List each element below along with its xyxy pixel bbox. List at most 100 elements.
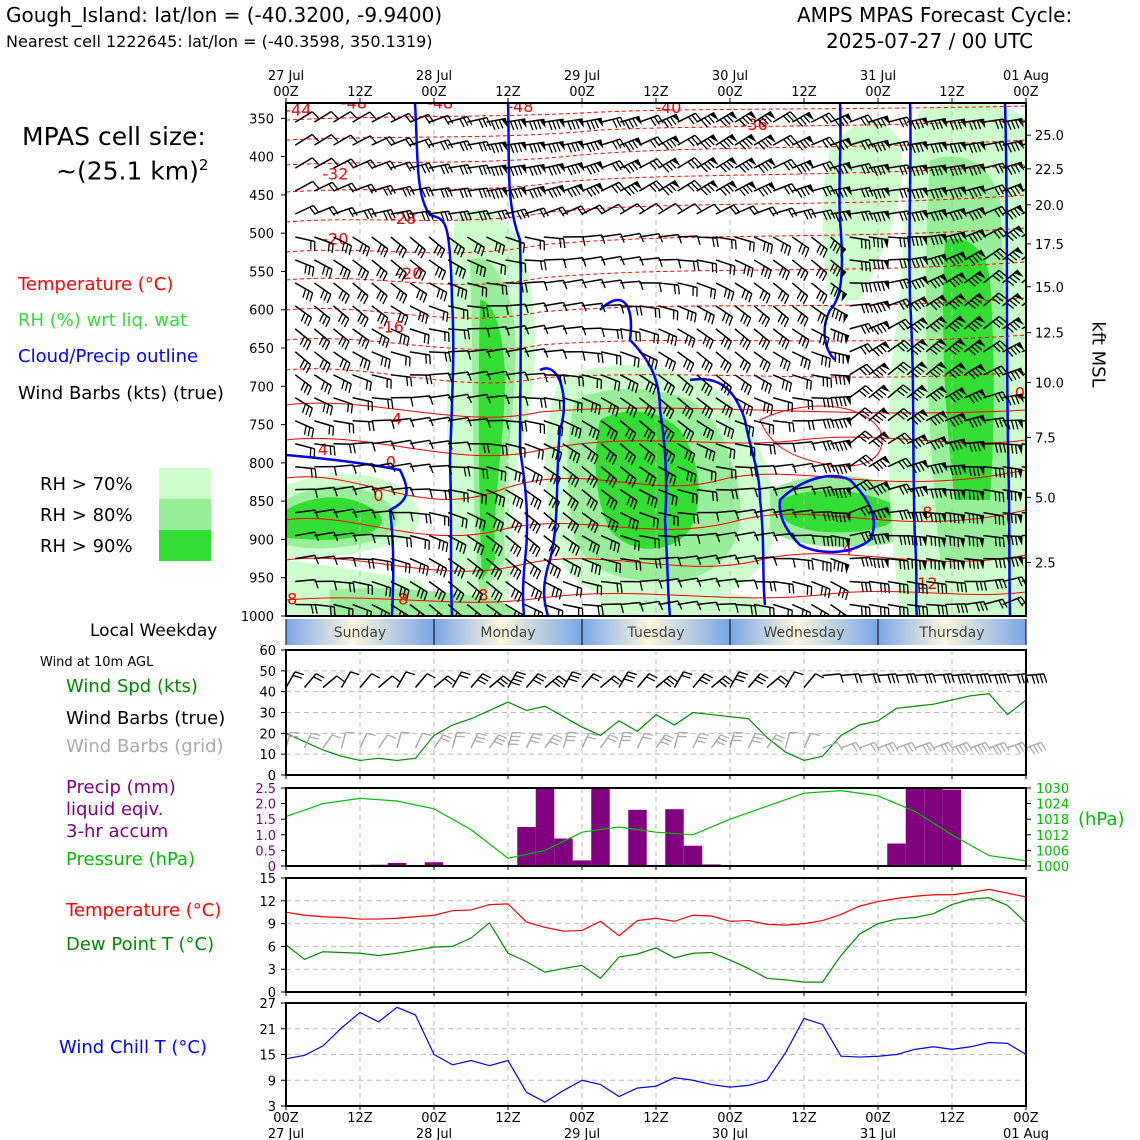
- wind-barb: [371, 603, 390, 615]
- wind-barb-feather: [932, 345, 941, 353]
- wind-barb-feather: [915, 236, 919, 246]
- wind-barb-feather: [498, 142, 504, 153]
- wind-barb-feather: [378, 334, 383, 344]
- wind-barb-flag: [921, 560, 927, 571]
- wind-barb: [451, 732, 458, 749]
- wind-barb-feather: [311, 134, 320, 142]
- wind-barb: [486, 282, 507, 287]
- wind-barb: [772, 111, 791, 123]
- wind-barb: [983, 118, 1004, 123]
- wind-barb: [600, 203, 619, 215]
- wind-barb-feather: [834, 442, 840, 452]
- wind-barb-feather: [762, 402, 766, 412]
- wind-barb-feather: [911, 512, 915, 522]
- wind-barb-feather: [592, 502, 599, 511]
- wind-barb-feather: [754, 605, 757, 615]
- wind-barb-feather: [911, 120, 917, 130]
- wind-barb-feather: [586, 497, 592, 506]
- wind-barb-feather: [314, 531, 320, 541]
- wind-barb-feather: [906, 278, 912, 288]
- wind-barb-feather: [754, 555, 759, 565]
- wind-barb: [303, 733, 312, 749]
- wind-barb-feather: [663, 428, 669, 437]
- wind-barb: [562, 183, 582, 192]
- wind-barb: [489, 675, 504, 689]
- wind-barb: [485, 603, 504, 616]
- wind-barb-feather: [535, 548, 541, 557]
- wind-barb-feather: [755, 732, 765, 737]
- wind-barb-feather: [410, 487, 415, 497]
- wind-barb-feather: [948, 348, 957, 355]
- wind-barb-feather: [811, 486, 817, 496]
- wind-barb: [581, 420, 600, 432]
- wind-barb-feather: [1006, 349, 1014, 357]
- wind-barb-feather: [968, 234, 975, 244]
- wind-barb: [849, 603, 870, 609]
- wind-barb-feather: [662, 737, 672, 743]
- wind-barb-feather: [1006, 673, 1011, 683]
- wind-barb: [371, 136, 391, 146]
- wind-barb: [877, 673, 896, 677]
- wind-barb-feather: [930, 144, 935, 154]
- temperature-line: [285, 888, 1027, 937]
- wind-barb-feather: [1006, 444, 1010, 454]
- wind-barb-feather: [350, 671, 360, 676]
- wind-barb-flag: [728, 111, 738, 120]
- wind-barb-feather: [994, 467, 998, 478]
- wind-barb-feather: [907, 509, 912, 519]
- wind-barb-feather: [833, 560, 836, 570]
- wind-barb-feather: [690, 311, 694, 322]
- wind-barb-feather: [357, 313, 363, 323]
- wind-barb-feather: [1040, 183, 1046, 190]
- wind-barb-feather: [723, 117, 731, 125]
- wind-barb: [505, 347, 526, 353]
- wind-barb-feather: [647, 407, 653, 417]
- wind-barb-feather: [615, 407, 620, 417]
- wind-barb-feather: [860, 582, 864, 592]
- wind-barb-feather: [826, 186, 832, 196]
- y-tick-label: 30: [259, 707, 276, 722]
- wind-barb-flag: [844, 563, 850, 574]
- wind-barb-feather: [517, 188, 523, 198]
- wind-barb: [945, 118, 966, 123]
- wind-barb-feather: [494, 166, 500, 176]
- wind-barb-feather: [899, 364, 908, 371]
- wind-barb-feather: [907, 210, 912, 220]
- wind-barb: [294, 374, 312, 388]
- wind-barb-feather: [826, 536, 830, 547]
- wind-barb-feather: [993, 344, 1001, 353]
- wind-barb: [294, 351, 312, 366]
- wind-barb-feather: [333, 509, 339, 519]
- wind-barb-feather: [868, 283, 873, 293]
- wind-barb: [887, 318, 906, 330]
- wind-barb-feather: [492, 518, 498, 528]
- wind-barb: [543, 206, 563, 215]
- wind-barb-flag: [957, 293, 967, 302]
- wind-barb: [352, 533, 373, 537]
- wind-barb: [295, 442, 315, 450]
- wind-barb-feather: [376, 290, 382, 300]
- wind-barb-feather: [822, 511, 827, 522]
- wind-barb-feather: [402, 612, 405, 616]
- wind-barb-feather: [490, 144, 496, 154]
- wind-barb-feather: [957, 120, 962, 130]
- wind-barb-feather: [548, 166, 554, 176]
- wind-barb-feather: [765, 363, 771, 373]
- wind-barb-feather: [757, 165, 765, 174]
- wind-barb: [983, 465, 1004, 470]
- wind-barb-feather: [486, 328, 491, 338]
- wind-barb-feather: [593, 524, 599, 534]
- wind-barb: [753, 351, 771, 365]
- wind-barb-feather: [998, 292, 1007, 300]
- wind-barb-feather: [842, 140, 849, 149]
- wind-barb-feather: [543, 302, 549, 312]
- wind-barb-feather: [728, 408, 734, 418]
- wind-barb: [581, 603, 602, 607]
- wind-barb: [677, 420, 695, 434]
- wind-barb: [1021, 601, 1026, 606]
- wind-barb-feather: [752, 242, 755, 252]
- wind-barb-feather: [652, 182, 660, 191]
- wind-barb: [581, 489, 598, 503]
- wind-barb-feather: [696, 601, 702, 611]
- wind-barb-feather: [860, 188, 866, 198]
